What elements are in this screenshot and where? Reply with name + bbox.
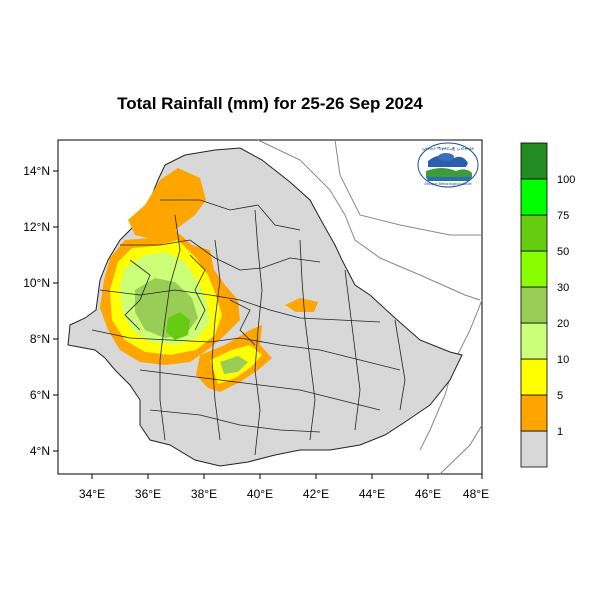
x-tick-label: 38°E [191,487,217,501]
x-tick-label: 44°E [359,487,385,501]
colorbar-label: 100 [557,174,575,186]
colorbar-label: 30 [557,282,569,294]
rain-patch-orange-north [128,168,206,240]
colorbar-box [520,142,548,180]
colorbar: 1 5 10 20 30 50 75 100 [520,142,575,468]
colorbar-label: 20 [557,318,569,330]
colorbar-label: 1 [557,426,563,438]
colorbar-label: 75 [557,210,569,222]
y-tick-label: 12°N [23,220,50,234]
y-tick-label: 6°N [30,388,50,402]
colorbar-box [520,322,548,360]
y-tick-label: 4°N [30,444,50,458]
x-tick-labels: 34°E 36°E 38°E 40°E 42°E 44°E 46°E 48°E [79,487,489,501]
colorbar-box [520,394,548,432]
x-tick-label: 36°E [135,487,161,501]
y-tick-marks [53,170,58,452]
emi-logo: ኢትዮጵያ ሚቲዎሮሎጂ ኢንስቲትዩት Ethiopian Meteorolo… [417,142,479,188]
rain-patch-green-south [220,356,248,374]
logo-header-text: ኢትዮጵያ ሚቲዎሮሎጂ ኢንስቲትዩት [422,146,475,151]
y-tick-label: 8°N [30,332,50,346]
y-tick-label: 14°N [23,164,50,178]
colorbar-box [520,430,548,468]
rain-patch-orange-east [285,298,318,312]
colorbar-label: 50 [557,246,569,258]
x-tick-label: 42°E [303,487,329,501]
x-tick-label: 40°E [247,487,273,501]
map-title: Total Rainfall (mm) for 25-26 Sep 2024 [117,94,423,113]
colorbar-box [520,178,548,216]
x-tick-label: 34°E [79,487,105,501]
x-tick-marks [91,474,483,479]
logo-footer-text: Ethiopian Meteorological Institute [425,182,472,186]
rain-patch-green-center [166,312,190,340]
colorbar-box [520,286,548,324]
x-tick-label: 48°E [463,487,489,501]
colorbar-label: 5 [557,390,563,402]
y-tick-label: 10°N [23,276,50,290]
colorbar-box [520,358,548,396]
y-tick-labels: 14°N 12°N 10°N 8°N 6°N 4°N [23,164,50,458]
colorbar-box [520,214,548,252]
colorbar-box [520,250,548,288]
regional-borders [91,199,406,456]
x-tick-label: 46°E [415,487,441,501]
colorbar-label: 10 [557,354,569,366]
